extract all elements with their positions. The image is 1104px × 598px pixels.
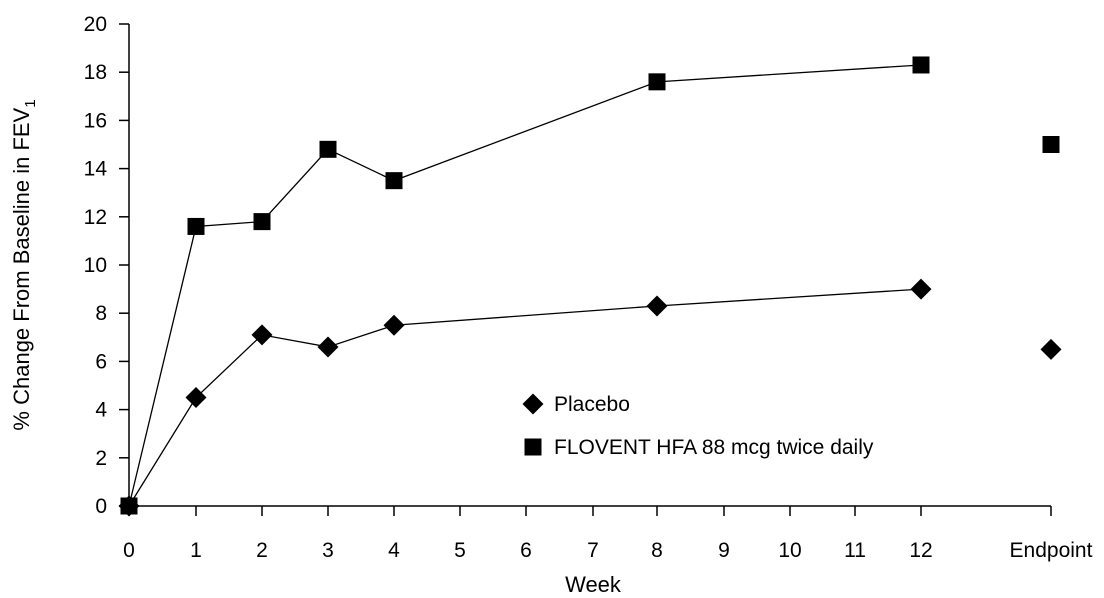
legend-label: FLOVENT HFA 88 mcg twice daily	[554, 436, 874, 459]
y-tick-label: 4	[95, 399, 107, 422]
y-tick-label: 10	[84, 254, 107, 277]
axes	[128, 24, 1051, 507]
y-tick-label: 8	[95, 302, 107, 325]
data-point	[120, 497, 138, 515]
series-layer	[118, 56, 1062, 517]
y-tick-label: 2	[95, 447, 107, 470]
x-tick-label: 2	[256, 539, 268, 562]
x-tick-label: 8	[651, 539, 663, 562]
y-axis-title-text: % Change From Baseline in FEV	[9, 107, 34, 430]
x-tick-label: 12	[909, 539, 932, 562]
y-tick-label: 6	[95, 350, 107, 373]
y-tick-label: 20	[84, 13, 107, 36]
y-axis-ticks: 0 2 4 6 8 10 12 14 16 18 20	[84, 13, 129, 518]
endpoint-point	[1040, 338, 1062, 360]
x-tick-label: 3	[322, 539, 334, 562]
x-tick-label: 1	[190, 539, 202, 562]
x-tick-label: 9	[718, 539, 730, 562]
data-point	[253, 213, 271, 231]
x-tick-label: 5	[454, 539, 466, 562]
x-tick-label: 4	[388, 539, 400, 562]
x-tick-label: 6	[520, 539, 532, 562]
legend-item: FLOVENT HFA 88 mcg twice daily	[524, 436, 874, 459]
data-point	[385, 172, 403, 190]
legend-marker	[524, 438, 542, 456]
legend-item: Placebo	[522, 393, 630, 416]
data-point	[648, 73, 666, 91]
data-point	[383, 314, 405, 336]
legend-marker	[522, 393, 544, 415]
series-flovent	[120, 56, 1060, 515]
y-tick-label: 14	[84, 158, 108, 181]
x-tick-label: 7	[587, 539, 599, 562]
data-point	[319, 140, 337, 158]
data-point	[251, 324, 273, 346]
legend: Placebo FLOVENT HFA 88 mcg twice daily	[522, 393, 874, 459]
y-tick-label: 0	[95, 495, 107, 518]
data-point	[912, 56, 930, 74]
series-line	[128, 288, 922, 507]
data-point	[185, 387, 207, 409]
x-tick-label: 11	[844, 539, 866, 562]
data-point	[646, 295, 668, 317]
x-tick-label: 0	[123, 539, 135, 562]
data-point	[317, 336, 339, 358]
y-axis-title-subscript: 1	[22, 99, 39, 107]
y-tick-label: 16	[84, 109, 107, 132]
y-tick-label: 12	[84, 206, 107, 229]
legend-label: Placebo	[554, 393, 630, 416]
data-point	[187, 217, 205, 235]
x-axis-title: Week	[565, 572, 622, 597]
x-axis-ticks: 0 1 2 3 4 5 6 7 8 9 10 11 12 Endpoint	[123, 506, 1093, 562]
endpoint-point	[1042, 136, 1060, 153]
x-tick-label: Endpoint	[1010, 539, 1093, 562]
x-tick-label: 10	[778, 539, 801, 562]
y-axis-title: % Change From Baseline in FEV1	[9, 99, 39, 430]
data-point	[910, 278, 932, 300]
y-tick-label: 18	[84, 61, 107, 84]
